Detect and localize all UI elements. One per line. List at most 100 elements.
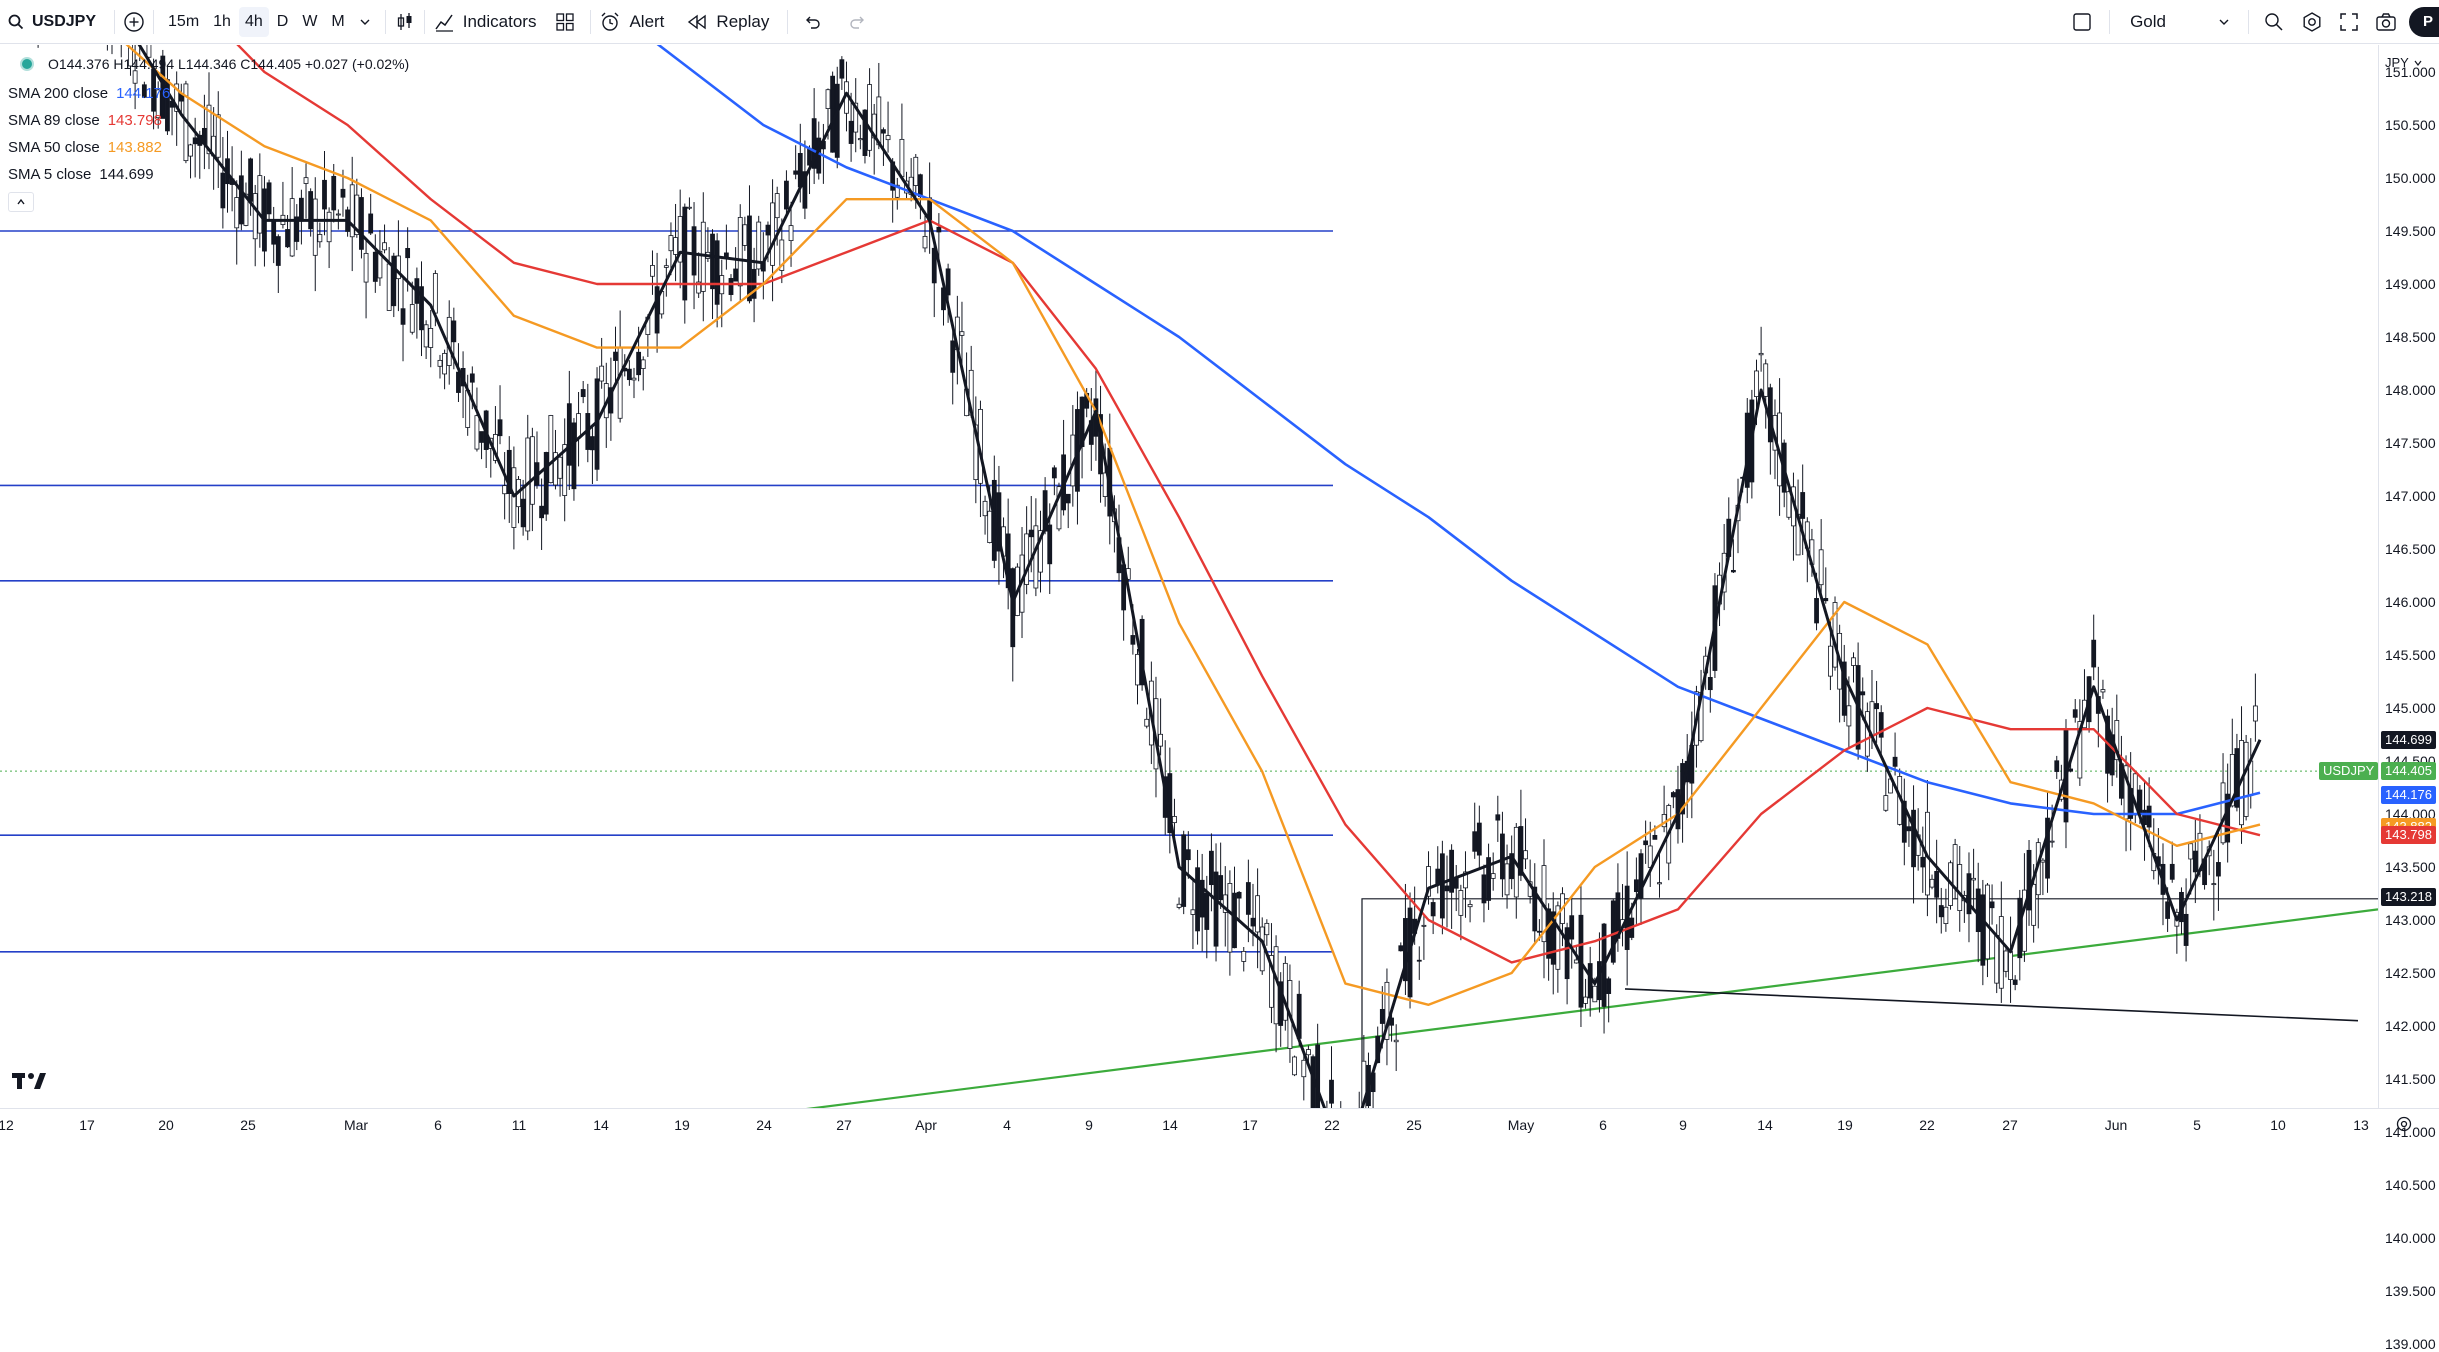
candle-body bbox=[1975, 888, 1981, 933]
snapshot-button[interactable] bbox=[2375, 0, 2397, 44]
ohlc-readout: O144.376 H144.494 L144.346 C144.405 +0.0… bbox=[20, 56, 409, 72]
candle-body bbox=[1024, 533, 1030, 585]
candle-body bbox=[248, 158, 253, 202]
replay-button[interactable]: Replay bbox=[686, 0, 769, 44]
candle-body bbox=[2146, 805, 2152, 828]
gear-icon[interactable] bbox=[2395, 1115, 2413, 1133]
redo-button[interactable] bbox=[848, 0, 868, 44]
add-circle-icon bbox=[123, 11, 145, 33]
chevron-up-icon bbox=[16, 197, 26, 207]
candle-body bbox=[349, 184, 355, 238]
time-axis[interactable]: 12 17 20 25 Mar 6 11 14 19 24 27 Apr 4 9 14 17 22 25 May 6 9… bbox=[0, 1108, 2439, 1140]
fullscreen-icon bbox=[2339, 12, 2359, 32]
price-tick-label: 141.000 bbox=[2385, 1124, 2436, 1140]
candle-body bbox=[1144, 718, 1150, 727]
candle-body bbox=[862, 109, 868, 156]
tradingview-logo[interactable] bbox=[12, 1070, 48, 1097]
layout-button[interactable] bbox=[2071, 0, 2093, 44]
symbol-label: USDJPY bbox=[32, 12, 97, 30]
candle-body bbox=[917, 174, 923, 198]
candle-body bbox=[756, 221, 762, 270]
candle-body bbox=[322, 179, 327, 210]
candle-body bbox=[793, 170, 799, 175]
time-tick-label: Mar bbox=[343, 1117, 369, 1133]
candle-body bbox=[1384, 981, 1390, 1040]
candle-body bbox=[1038, 530, 1043, 573]
candle-body bbox=[825, 89, 831, 109]
candle-body bbox=[1047, 524, 1053, 565]
legend-sma200[interactable]: SMA 200 close 144.176 bbox=[8, 80, 170, 107]
symbol-search[interactable]: USDJPY bbox=[8, 0, 96, 44]
candle-body bbox=[691, 226, 697, 276]
settings-button[interactable] bbox=[2301, 0, 2323, 44]
legend-sma5[interactable]: SMA 5 close 144.699 bbox=[8, 161, 170, 188]
price-chart[interactable] bbox=[0, 45, 2378, 1108]
candle-body bbox=[543, 452, 549, 515]
candle-body bbox=[1051, 467, 1057, 479]
candle-body bbox=[1172, 816, 1177, 824]
candle-body bbox=[1901, 800, 1907, 843]
timeframe-4h[interactable]: 4h bbox=[238, 6, 269, 37]
candle-body bbox=[673, 237, 678, 255]
price-tick-label: 142.500 bbox=[2385, 965, 2436, 981]
candle-body bbox=[631, 377, 637, 381]
candle-body bbox=[1938, 905, 1944, 918]
candle-body bbox=[1814, 598, 1819, 624]
candle-body bbox=[2229, 754, 2235, 807]
candle-body bbox=[1943, 906, 1949, 924]
time-tick-label: 9 bbox=[1679, 1117, 1687, 1133]
price-axis[interactable]: JPY 151.000 150.500 150.000 149.500 149.000 1… bbox=[2319, 45, 2439, 1352]
timeframe-1h[interactable]: 1h bbox=[213, 12, 231, 30]
sma50-line[interactable] bbox=[15, 45, 2261, 1006]
candle-body bbox=[1532, 886, 1538, 932]
alarm-clock-icon bbox=[599, 11, 621, 33]
candle-body bbox=[243, 193, 249, 226]
publish-button[interactable]: P bbox=[2409, 0, 2439, 44]
quick-search-button[interactable] bbox=[2263, 0, 2285, 44]
candle-body bbox=[2091, 639, 2097, 668]
candle-body bbox=[728, 278, 734, 295]
time-tick-label: 24 bbox=[756, 1117, 772, 1133]
falling-trendline[interactable] bbox=[1624, 988, 2359, 1022]
candle-body bbox=[1966, 873, 1972, 915]
chevron-down-icon[interactable] bbox=[359, 16, 371, 28]
candle-body bbox=[1010, 568, 1016, 648]
candle-body bbox=[894, 184, 900, 198]
candle-body bbox=[1952, 844, 1958, 889]
legend-collapse-button[interactable] bbox=[8, 192, 34, 212]
timeframe-w[interactable]: W bbox=[302, 12, 318, 30]
candle-body bbox=[1569, 915, 1575, 940]
candle-body bbox=[1597, 961, 1602, 1001]
timeframe-d[interactable]: D bbox=[276, 12, 289, 30]
candle-body bbox=[696, 281, 702, 294]
symbol-price-tag: USDJPY bbox=[2319, 762, 2379, 781]
undo-button[interactable] bbox=[802, 0, 822, 44]
candle-body bbox=[1241, 950, 1247, 962]
timeframe-15m[interactable]: 15m bbox=[168, 12, 200, 30]
range-box[interactable] bbox=[1361, 898, 2378, 1108]
compare-symbol-button[interactable] bbox=[123, 0, 145, 44]
candle-body bbox=[391, 255, 397, 307]
candle-body bbox=[266, 182, 272, 215]
sma5-line[interactable] bbox=[15, 45, 2262, 1108]
templates-button[interactable] bbox=[554, 0, 576, 44]
chart-type-button[interactable] bbox=[394, 0, 416, 44]
candle-body bbox=[2192, 850, 2198, 873]
candle-body bbox=[275, 236, 281, 266]
theme-selector[interactable]: Gold bbox=[2130, 0, 2230, 44]
alert-button[interactable]: Alert bbox=[599, 0, 664, 44]
time-tick-label: 17 bbox=[1242, 1117, 1258, 1133]
candle-body bbox=[539, 505, 545, 519]
candle-body bbox=[1911, 809, 1916, 868]
sma89-line[interactable] bbox=[15, 45, 2261, 964]
candle-body bbox=[848, 120, 854, 144]
fullscreen-button[interactable] bbox=[2339, 0, 2359, 44]
price-tick-label: 141.500 bbox=[2385, 1071, 2436, 1087]
indicators-button[interactable]: Indicators bbox=[433, 0, 536, 44]
legend-sma89[interactable]: SMA 89 close 143.798 bbox=[8, 107, 170, 134]
candle-body bbox=[1920, 856, 1926, 868]
currency-selector[interactable]: JPY bbox=[2385, 55, 2423, 70]
legend-sma50[interactable]: SMA 50 close 143.882 bbox=[8, 134, 170, 161]
candle-body bbox=[1892, 756, 1898, 767]
timeframe-m[interactable]: M bbox=[331, 12, 345, 30]
